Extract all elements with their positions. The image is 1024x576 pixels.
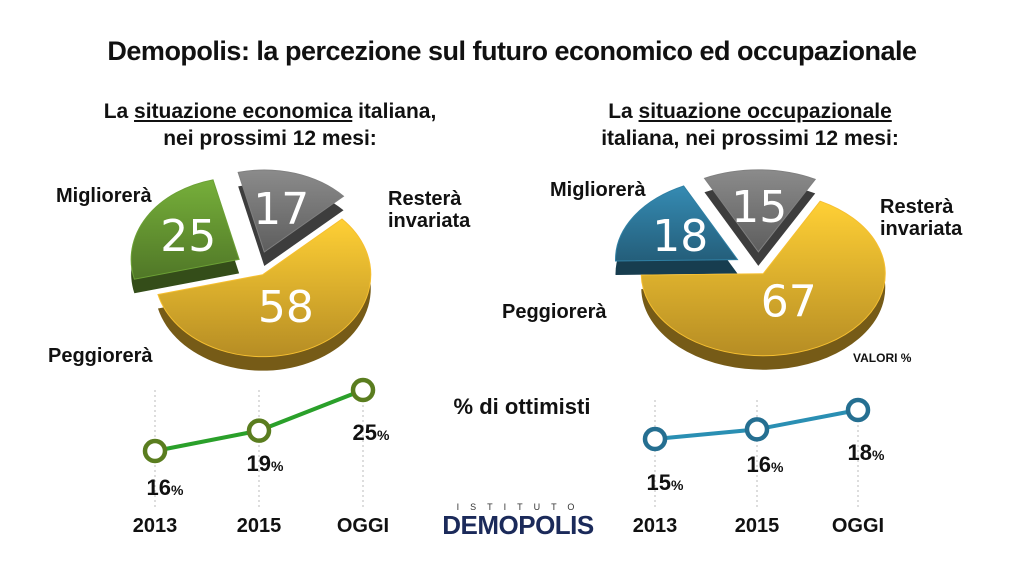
pie-economica-value-0: 25 [160,211,216,262]
trend-economica-value-label-2: 25% [353,420,390,445]
pie-economica-slice-0 [130,179,240,280]
pie-economica-value-2: 58 [258,282,314,333]
trend-occupazionale-point-1 [744,417,770,442]
pie-occupazionale-value-0: 18 [652,211,708,262]
pie-economica-value-1: 17 [253,184,309,235]
left-subtitle-pre: La [103,100,135,123]
pie-economica-label-2: Resterà [388,188,462,210]
pie-occupazionale-slice-1 [703,169,817,253]
trend-occupazionale-category-1: 2015 [735,515,780,537]
pie-occupazionale-value-1: 15 [731,182,787,233]
pie-economica-label-2-line2: invariata [388,210,471,232]
trend-occupazionale-category-2: OGGI [832,515,884,537]
trend-economica-point-2 [350,377,376,403]
logo-main-text: DEMOPOLIS [442,510,594,540]
trend-occupazionale-value-label-1: 16% [747,452,784,477]
right-subtitle-underlined: situazione occupazionale [638,100,892,123]
trend-economica-point-0 [142,438,168,464]
left-subtitle-underlined: situazione economica [134,100,353,123]
right-subtitle-pre: La [608,100,639,123]
left-subtitle: La situazione economica italiana, nei pr… [60,98,480,152]
trend-economica-value-label-1: 19% [247,451,284,476]
trend-economica-point-1 [246,418,272,443]
trend-economica-value-label-0: 16% [147,475,184,500]
left-subtitle-post: italiana, [352,100,437,123]
pie-occupazionale-slice-2 [640,200,886,357]
trend-occupazionale-point-0 [642,426,668,452]
pie-economica-label-0: Migliorerà [56,185,152,207]
trend-occupazionale-value-label-2: 18% [848,440,885,465]
ottimisti-label: % di ottimisti [454,394,591,419]
pie-occupazionale-label-2-line2: invariata [880,218,963,240]
pie-occupazionale-label-2: Resterà [880,196,954,218]
trend-economica-category-0: 2013 [133,515,178,537]
pie-economica-slice-1 [237,169,345,253]
trend-occupazionale-value-label-0: 15% [647,470,684,495]
right-subtitle: La situazione occupazionale italiana, ne… [550,98,950,152]
demopolis-logo: ISTITUTO DEMOPOLIS [423,502,613,538]
left-subtitle-line2: nei prossimi 12 mesi: [163,127,377,150]
pie-occupazionale-label-1: Peggiorerà [502,301,607,323]
valori-caption: VALORI % [853,351,912,365]
pie-occupazionale-value-2: 67 [761,277,817,328]
trend-occupazionale-point-2 [845,397,871,423]
pie-occupazionale-slice-0 [615,185,739,262]
trend-economica-category-2: OGGI [337,515,389,537]
trend-occupazionale-category-0: 2013 [633,515,678,537]
logo-top-text: ISTITUTO [456,502,586,512]
pie-occupazionale-label-0: Migliorerà [550,179,646,201]
trend-economica-category-1: 2015 [237,515,282,537]
pie-economica-slice-2 [157,218,372,358]
right-subtitle-line2: italiana, nei prossimi 12 mesi: [601,127,899,150]
page-title: Demopolis: la percezione sul futuro econ… [107,36,917,66]
pie-economica-label-1: Peggiorerà [48,345,153,367]
